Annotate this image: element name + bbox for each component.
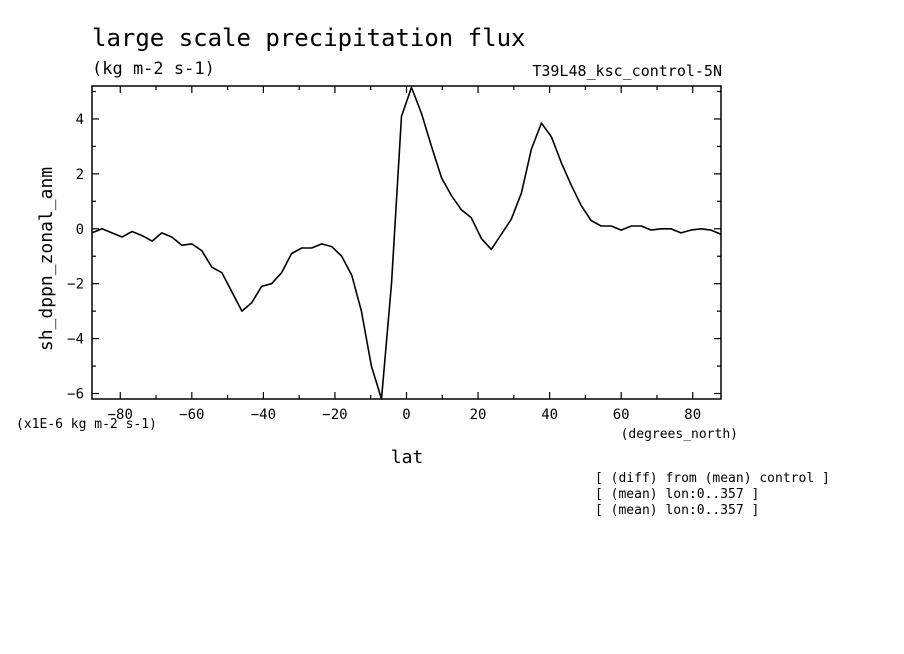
note-line-2: [ (mean) lon:0..357 ] bbox=[595, 487, 759, 502]
x-tick-label: 60 bbox=[613, 407, 630, 423]
chart-title: large scale precipitation flux bbox=[92, 24, 525, 52]
x-tick-label: −40 bbox=[251, 407, 276, 423]
y-axis-title: sh_dppn_zonal_anm bbox=[36, 167, 57, 351]
x-axis-title: lat bbox=[391, 447, 424, 468]
y-tick-label: 0 bbox=[76, 222, 84, 238]
x-tick-label: −80 bbox=[108, 407, 133, 423]
x-tick-label: 80 bbox=[684, 407, 701, 423]
x-units-label: (degrees_north) bbox=[621, 427, 738, 442]
note-line-1: [ (diff) from (mean) control ] bbox=[595, 471, 830, 486]
y-tick-label: 4 bbox=[76, 112, 84, 128]
y-scale-note: (x1E-6 kg m-2 s-1) bbox=[16, 417, 157, 432]
x-tick-label: 20 bbox=[470, 407, 487, 423]
y-tick-label: −4 bbox=[67, 332, 84, 348]
note-line-3: [ (mean) lon:0..357 ] bbox=[595, 503, 759, 518]
x-tick-label: 0 bbox=[402, 407, 410, 423]
y-tick-label: −6 bbox=[67, 387, 84, 403]
x-tick-label: 40 bbox=[541, 407, 558, 423]
dataset-label: T39L48_ksc_control-5N bbox=[532, 62, 722, 80]
y-tick-labels: −6 −4 −2 0 2 4 bbox=[67, 112, 84, 403]
plot-frame bbox=[91, 85, 722, 400]
x-tick-label: −60 bbox=[179, 407, 204, 423]
y-tick-label: 2 bbox=[76, 167, 84, 183]
series-line bbox=[91, 86, 722, 400]
x-tick-label: −20 bbox=[322, 407, 347, 423]
axis-ticks bbox=[92, 86, 721, 399]
chart-units-label: (kg m-2 s-1) bbox=[92, 59, 215, 79]
y-tick-label: −2 bbox=[67, 277, 84, 293]
x-tick-labels: −80 −60 −40 −20 0 20 40 60 80 bbox=[108, 407, 702, 423]
